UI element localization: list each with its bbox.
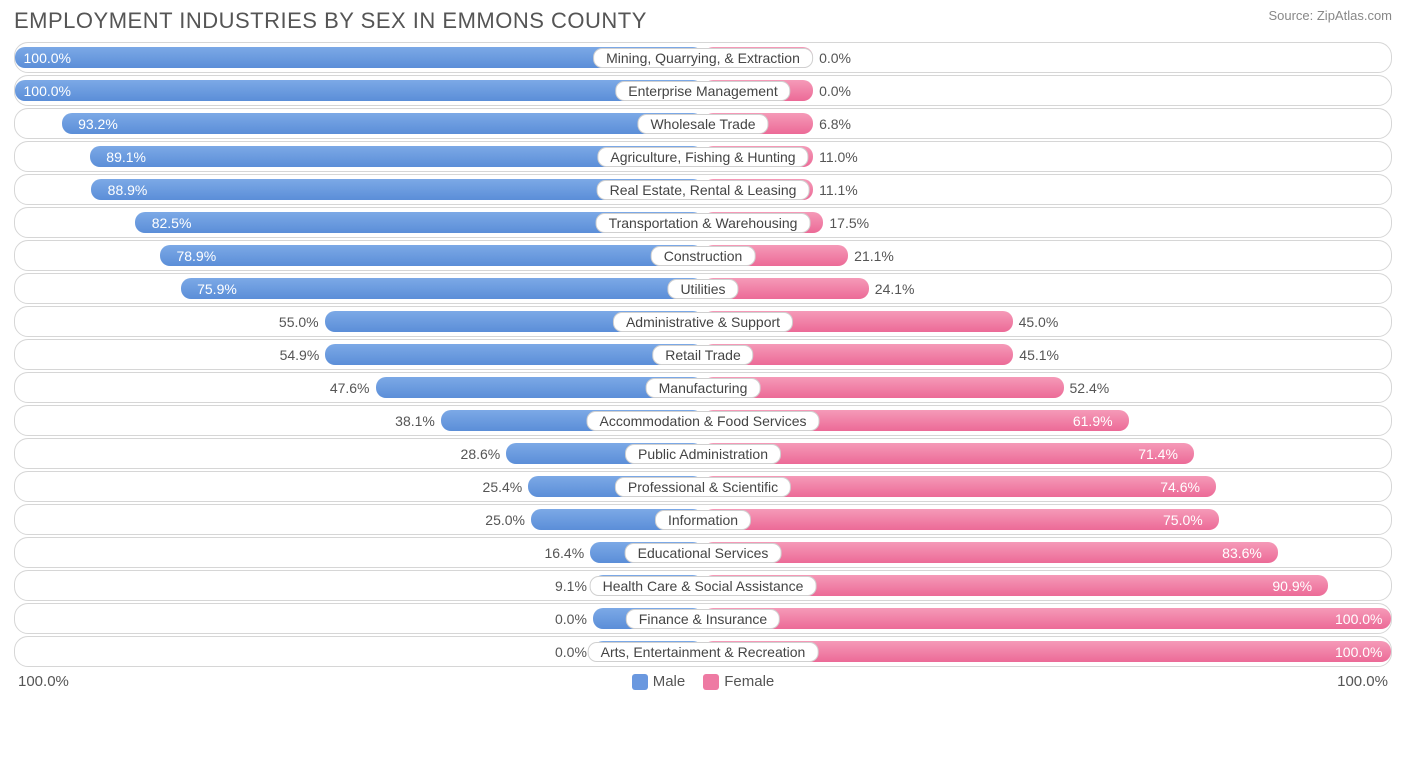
- bar-row: 100.0% 0.0% Mining, Quarrying, & Extractio…: [14, 42, 1392, 73]
- bar-row: 0.0% 100.0% Arts, Entertainment & Recreati…: [14, 636, 1392, 667]
- bar-row: 9.1% 90.9% Health Care & Social Assistance: [14, 570, 1392, 601]
- category-label: Public Administration: [625, 444, 781, 464]
- bar-row: 16.4% 83.6% Educational Services: [14, 537, 1392, 568]
- male-value: 16.4%: [544, 545, 584, 561]
- category-label: Professional & Scientific: [615, 477, 791, 497]
- category-label: Wholesale Trade: [637, 114, 768, 134]
- category-label: Finance & Insurance: [626, 609, 780, 629]
- female-value: 83.6%: [1222, 545, 1262, 561]
- male-bar: [325, 344, 703, 365]
- female-value: 52.4%: [1070, 380, 1110, 396]
- female-value: 100.0%: [1335, 644, 1382, 660]
- chart-title: EMPLOYMENT INDUSTRIES BY SEX IN EMMONS C…: [14, 8, 647, 34]
- female-value: 75.0%: [1163, 512, 1203, 528]
- female-value: 11.0%: [819, 149, 858, 165]
- legend-female-label: Female: [724, 673, 774, 690]
- male-value: 28.6%: [461, 446, 501, 462]
- male-value: 0.0%: [555, 644, 587, 660]
- axis-left-label: 100.0%: [18, 673, 69, 690]
- category-label: Manufacturing: [646, 378, 761, 398]
- category-label: Agriculture, Fishing & Hunting: [597, 147, 808, 167]
- female-value: 61.9%: [1073, 413, 1113, 429]
- female-value: 0.0%: [819, 50, 851, 66]
- male-bar: [62, 113, 703, 134]
- male-bar: [15, 80, 703, 101]
- female-value: 0.0%: [819, 83, 851, 99]
- male-value: 9.1%: [555, 578, 587, 594]
- legend-male: Male: [632, 673, 686, 690]
- category-label: Administrative & Support: [613, 312, 793, 332]
- category-label: Enterprise Management: [615, 81, 790, 101]
- female-bar: [703, 509, 1219, 530]
- legend-male-label: Male: [653, 673, 686, 690]
- bar-row: 28.6% 71.4% Public Administration: [14, 438, 1392, 469]
- category-label: Educational Services: [625, 543, 782, 563]
- female-value: 74.6%: [1160, 479, 1200, 495]
- bar-row: 54.9% 45.1% Retail Trade: [14, 339, 1392, 370]
- female-value: 45.1%: [1019, 347, 1059, 363]
- category-label: Health Care & Social Assistance: [590, 576, 817, 596]
- bar-row: 75.9% 24.1% Utilities: [14, 273, 1392, 304]
- female-value: 21.1%: [854, 248, 894, 264]
- legend: Male Female: [632, 673, 775, 690]
- male-value: 100.0%: [24, 50, 71, 66]
- bar-row: 55.0% 45.0% Administrative & Support: [14, 306, 1392, 337]
- category-label: Arts, Entertainment & Recreation: [588, 642, 819, 662]
- female-bar: [703, 608, 1391, 629]
- male-value: 25.4%: [483, 479, 523, 495]
- diverging-bar-chart: 100.0% 0.0% Mining, Quarrying, & Extractio…: [14, 42, 1392, 667]
- source-attribution: Source: ZipAtlas.com: [1268, 8, 1392, 23]
- header: EMPLOYMENT INDUSTRIES BY SEX IN EMMONS C…: [14, 8, 1392, 34]
- axis-right-label: 100.0%: [1337, 673, 1388, 690]
- bar-row: 0.0% 100.0% Finance & Insurance: [14, 603, 1392, 634]
- female-value: 6.8%: [819, 116, 851, 132]
- category-label: Real Estate, Rental & Leasing: [597, 180, 810, 200]
- category-label: Retail Trade: [652, 345, 753, 365]
- male-value: 0.0%: [555, 611, 587, 627]
- bar-row: 89.1% 11.0% Agriculture, Fishing & Hunting: [14, 141, 1392, 172]
- bar-row: 82.5% 17.5% Transportation & Warehousing: [14, 207, 1392, 238]
- category-label: Transportation & Warehousing: [596, 213, 811, 233]
- male-value: 55.0%: [279, 314, 319, 330]
- male-value: 47.6%: [330, 380, 370, 396]
- female-value: 17.5%: [829, 215, 869, 231]
- category-label: Information: [655, 510, 751, 530]
- male-value: 88.9%: [108, 182, 148, 198]
- female-swatch-icon: [703, 674, 719, 690]
- male-value: 75.9%: [197, 281, 237, 297]
- male-value: 100.0%: [24, 83, 71, 99]
- bar-row: 47.6% 52.4% Manufacturing: [14, 372, 1392, 403]
- chart-footer: 100.0% Male Female 100.0%: [14, 673, 1392, 690]
- bar-row: 100.0% 0.0% Enterprise Management: [14, 75, 1392, 106]
- category-label: Accommodation & Food Services: [587, 411, 820, 431]
- male-value: 54.9%: [280, 347, 320, 363]
- male-value: 38.1%: [395, 413, 435, 429]
- male-value: 82.5%: [152, 215, 192, 231]
- female-bar: [703, 542, 1278, 563]
- female-value: 100.0%: [1335, 611, 1382, 627]
- male-value: 25.0%: [485, 512, 525, 528]
- bar-row: 88.9% 11.1% Real Estate, Rental & Leasing: [14, 174, 1392, 205]
- bar-row: 38.1% 61.9% Accommodation & Food Services: [14, 405, 1392, 436]
- male-bar: [181, 278, 703, 299]
- male-value: 78.9%: [176, 248, 216, 264]
- female-value: 11.1%: [819, 182, 858, 198]
- male-bar: [160, 245, 703, 266]
- bar-row: 78.9% 21.1% Construction: [14, 240, 1392, 271]
- female-value: 45.0%: [1019, 314, 1059, 330]
- bar-row: 25.0% 75.0% Information: [14, 504, 1392, 535]
- category-label: Mining, Quarrying, & Extraction: [593, 48, 813, 68]
- female-value: 24.1%: [875, 281, 915, 297]
- category-label: Utilities: [667, 279, 738, 299]
- female-value: 90.9%: [1272, 578, 1312, 594]
- legend-female: Female: [703, 673, 774, 690]
- male-value: 93.2%: [78, 116, 118, 132]
- bar-row: 93.2% 6.8% Wholesale Trade: [14, 108, 1392, 139]
- bar-row: 25.4% 74.6% Professional & Scientific: [14, 471, 1392, 502]
- category-label: Construction: [651, 246, 756, 266]
- male-value: 89.1%: [106, 149, 146, 165]
- female-value: 71.4%: [1138, 446, 1178, 462]
- male-swatch-icon: [632, 674, 648, 690]
